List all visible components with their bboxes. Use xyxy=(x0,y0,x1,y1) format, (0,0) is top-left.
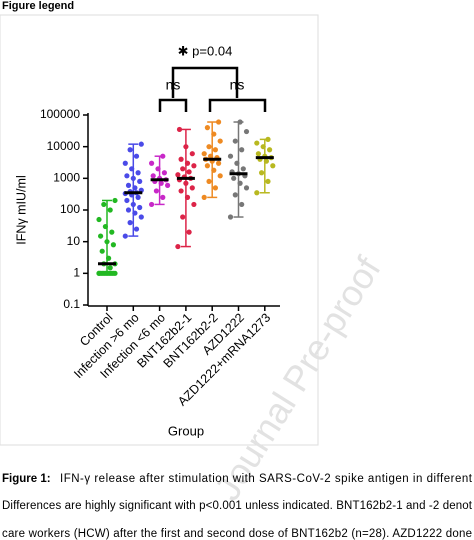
data-point xyxy=(96,270,102,276)
data-point xyxy=(189,151,195,157)
data-point xyxy=(216,160,222,166)
data-point xyxy=(212,185,218,191)
y-tick-label: 1 xyxy=(73,266,80,280)
annotation: ns xyxy=(230,77,245,93)
y-tick-label: 10000 xyxy=(47,139,81,153)
data-point xyxy=(138,141,144,147)
data-point xyxy=(254,190,260,196)
data-point xyxy=(133,153,140,159)
y-tick-label: 1000 xyxy=(53,171,80,185)
data-point xyxy=(206,144,212,150)
panel-frame xyxy=(0,14,319,446)
header-title: Figure legend xyxy=(2,0,74,12)
y-tick-label: 100000 xyxy=(40,107,80,121)
data-point xyxy=(153,188,159,194)
data-point xyxy=(127,147,133,153)
data-point xyxy=(239,201,245,208)
data-point xyxy=(267,147,273,153)
data-point xyxy=(137,204,143,211)
data-point xyxy=(135,170,141,176)
data-point xyxy=(186,229,192,235)
data-point xyxy=(107,207,113,213)
caption-label: Figure 1: xyxy=(2,473,51,485)
data-point xyxy=(255,151,261,157)
data-point xyxy=(254,140,260,146)
data-point xyxy=(240,166,246,172)
data-point xyxy=(191,163,197,169)
data-point xyxy=(149,201,155,208)
data-point xyxy=(109,229,115,235)
data-point xyxy=(227,214,234,220)
data-point xyxy=(232,138,238,144)
data-point xyxy=(99,248,105,254)
data-point xyxy=(189,185,195,191)
data-point xyxy=(186,169,192,175)
data-point xyxy=(135,194,141,200)
data-point xyxy=(231,175,237,181)
data-point xyxy=(160,194,166,200)
data-point xyxy=(124,173,130,179)
data-point xyxy=(122,160,128,166)
y-axis-label: IFNγ mIU/ml xyxy=(14,175,28,244)
data-point xyxy=(204,125,210,131)
data-point xyxy=(110,242,116,248)
data-point xyxy=(270,163,276,169)
data-point xyxy=(125,207,132,213)
data-point xyxy=(201,151,207,157)
bracket xyxy=(171,66,239,98)
data-point xyxy=(98,233,104,239)
data-point xyxy=(175,243,181,250)
data-point xyxy=(216,119,222,125)
data-point xyxy=(96,216,102,223)
annotation: ns xyxy=(166,77,181,93)
data-point xyxy=(227,153,234,159)
annotation: ✱ p=0.04 xyxy=(178,43,233,58)
data-point xyxy=(150,173,156,179)
data-point xyxy=(125,182,132,188)
data-point xyxy=(212,147,218,153)
data-point xyxy=(178,156,184,162)
data-point xyxy=(161,170,167,176)
data-point xyxy=(191,201,197,208)
y-tick-label: 0.1 xyxy=(63,297,80,311)
data-point xyxy=(107,265,113,271)
data-point xyxy=(122,233,128,239)
data-point xyxy=(101,201,107,208)
data-point xyxy=(201,194,207,200)
data-point xyxy=(243,185,250,191)
data-point xyxy=(217,138,223,144)
data-point xyxy=(239,147,245,153)
data-point xyxy=(127,220,133,226)
brackets xyxy=(158,66,267,112)
x-axis-label: Group xyxy=(168,423,204,438)
caption-line: Differences are highly significant with … xyxy=(2,500,473,512)
data-point xyxy=(206,178,212,185)
data-point xyxy=(176,126,183,133)
y-tick-label: 100 xyxy=(60,202,80,216)
data-point xyxy=(133,226,140,232)
bracket xyxy=(158,98,188,112)
caption-line: care workers (HCW) after the first and s… xyxy=(2,528,472,540)
data-point xyxy=(138,214,144,220)
data-point xyxy=(217,173,223,179)
caption-line: IFN-γ release after stimulation with SAR… xyxy=(60,473,473,485)
data-point xyxy=(204,163,210,169)
bracket xyxy=(208,98,267,112)
data-point xyxy=(180,214,186,220)
data-point xyxy=(165,182,171,188)
data-point xyxy=(149,160,155,166)
data-point xyxy=(243,128,250,135)
data-point xyxy=(259,170,265,176)
data-point xyxy=(232,192,238,198)
y-tick-label: 10 xyxy=(67,234,81,248)
data-point xyxy=(180,166,186,172)
data-point xyxy=(265,178,271,185)
data-point xyxy=(137,178,143,185)
data-point xyxy=(124,197,130,204)
data-point xyxy=(175,172,181,178)
data-point xyxy=(112,197,118,204)
data-point xyxy=(178,188,184,194)
